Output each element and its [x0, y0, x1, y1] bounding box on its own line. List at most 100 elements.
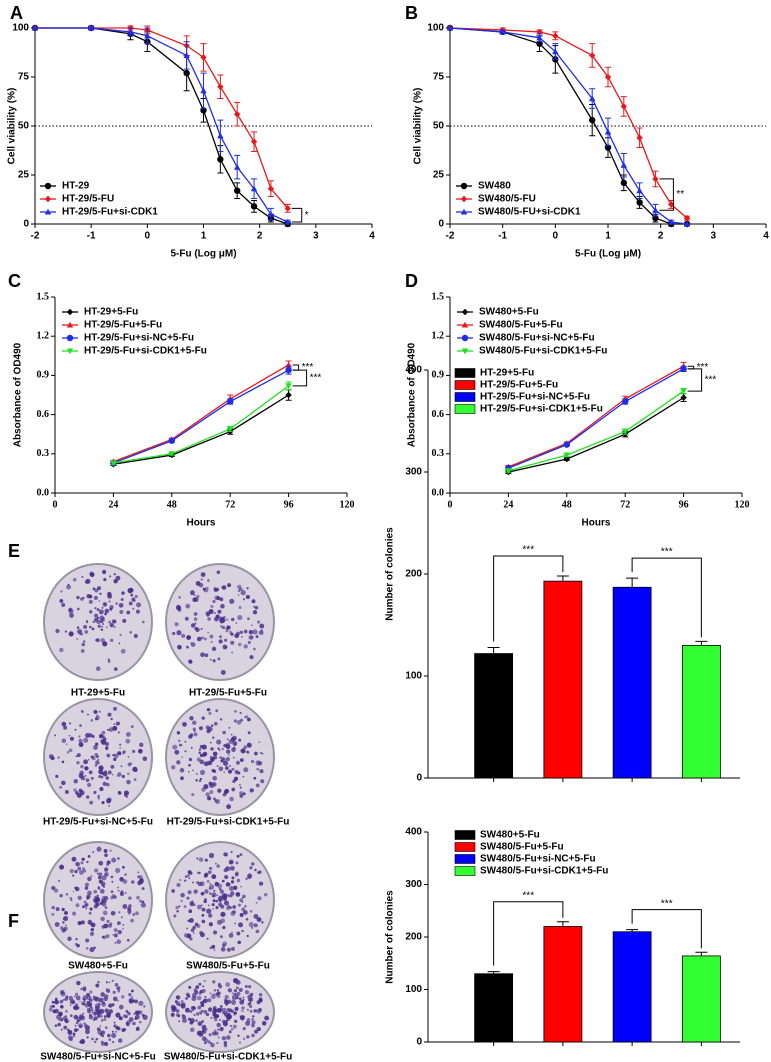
colony [204, 995, 207, 999]
colony [195, 1019, 198, 1022]
colony [174, 749, 180, 755]
colony [104, 853, 108, 858]
colony [204, 1041, 207, 1045]
significance-bracket [291, 207, 303, 223]
bar [612, 586, 652, 779]
colony [204, 653, 209, 658]
colony [234, 993, 238, 997]
colony [217, 883, 223, 889]
colony [212, 769, 217, 773]
colony [187, 870, 192, 874]
colony [108, 981, 111, 984]
colony [75, 903, 80, 908]
colony [230, 880, 235, 884]
colony [236, 878, 241, 883]
colony [83, 1022, 86, 1025]
colony [217, 747, 220, 750]
colony [218, 639, 223, 644]
legend-label: HT-29/5-Fu+5-Fu [84, 320, 162, 331]
colony [191, 1009, 195, 1012]
colony [76, 1019, 80, 1023]
marker [622, 429, 629, 435]
y-tick-label: 0.6 [37, 409, 50, 420]
colony [68, 734, 71, 737]
y-tick-label: 50 [433, 121, 445, 132]
colony [127, 756, 130, 758]
marker [461, 348, 469, 355]
y-tick-label: 75 [18, 72, 30, 83]
y-tick-label: 0 [23, 219, 29, 230]
y-tick-label: 75 [433, 72, 445, 83]
colony [233, 977, 238, 983]
colony [102, 623, 105, 625]
colony [67, 1028, 70, 1032]
marker [589, 52, 596, 59]
colony [65, 924, 67, 927]
colony [103, 867, 109, 872]
colony [84, 1002, 90, 1008]
colony [261, 1021, 267, 1026]
colony [87, 758, 90, 761]
marker [285, 383, 292, 390]
marker [144, 32, 151, 39]
x-tick-label: -1 [498, 231, 507, 242]
x-tick-label: 120 [735, 499, 750, 510]
colony [198, 982, 202, 986]
colony [84, 1029, 90, 1035]
colony [113, 579, 118, 584]
colony [239, 1015, 243, 1019]
colony [69, 1004, 72, 1007]
colony [102, 641, 108, 647]
colony [216, 570, 221, 575]
colony [95, 755, 100, 759]
colony [117, 889, 120, 892]
colony [82, 1003, 85, 1006]
significance-bracket [292, 369, 308, 387]
colony [73, 1014, 79, 1020]
colony [126, 779, 131, 785]
colony [73, 788, 77, 792]
colony [204, 889, 209, 894]
colony [253, 1009, 257, 1013]
colony [89, 1005, 93, 1009]
colony [214, 1014, 219, 1019]
colony [58, 879, 61, 883]
colony [170, 1012, 175, 1017]
colony [104, 1008, 109, 1013]
colony [234, 1006, 239, 1011]
colony [138, 1020, 142, 1024]
colony [233, 989, 238, 993]
colony [118, 1038, 123, 1043]
colony [248, 635, 254, 640]
colony [125, 795, 128, 798]
colony [238, 606, 242, 609]
colony [118, 1004, 124, 1010]
colony [226, 852, 228, 855]
colony [240, 748, 246, 754]
colony [227, 754, 230, 757]
colony [233, 1019, 238, 1023]
colony [106, 919, 110, 923]
colony [203, 637, 207, 641]
colony [207, 579, 210, 582]
colony [258, 630, 264, 635]
significance-label: *** [522, 545, 534, 556]
colony [72, 1032, 76, 1036]
colony [69, 736, 74, 741]
colony [97, 1011, 99, 1013]
colony [135, 1011, 137, 1014]
colony [93, 745, 98, 750]
colony [180, 1003, 186, 1009]
marker [683, 220, 691, 227]
colony [128, 999, 134, 1004]
marker [552, 32, 559, 40]
colony [212, 775, 218, 781]
colony [247, 1002, 251, 1006]
colony [201, 988, 206, 994]
colony [112, 725, 118, 731]
colony [226, 804, 231, 810]
legend-label: HT-29/5-FU [62, 194, 114, 205]
colony [255, 783, 260, 788]
legend-label: HT-29+5-Fu [84, 307, 138, 318]
colony [178, 739, 181, 743]
